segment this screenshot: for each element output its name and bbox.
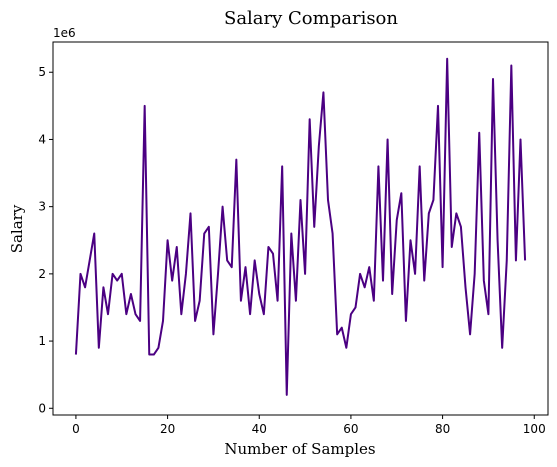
x-tick-label: 20	[160, 422, 175, 436]
plot-frame	[52, 41, 549, 416]
x-tick-label: 100	[523, 422, 546, 436]
x-tick-label: 60	[343, 422, 358, 436]
x-tick-label: 40	[252, 422, 267, 436]
x-axis: 0 20 40 60 80 100	[72, 415, 546, 436]
y-axis: 0 1 2 3 4 5	[38, 65, 53, 415]
x-axis-label: Number of Samples	[224, 440, 375, 458]
series-line-0	[74, 57, 527, 396]
y-tick-label: 5	[38, 65, 46, 79]
y-axis-label: Salary	[8, 204, 26, 253]
x-tick-label: 0	[72, 422, 80, 436]
y-tick-label: 2	[38, 267, 46, 281]
y-offset-label: 1e6	[53, 26, 76, 40]
y-tick-label: 1	[38, 334, 46, 348]
chart-title: Salary Comparison	[224, 8, 398, 29]
x-tick-label: 80	[435, 422, 450, 436]
y-tick-label: 3	[38, 200, 46, 214]
y-tick-label: 4	[38, 132, 46, 146]
plot-area	[74, 57, 527, 396]
y-tick-label: 0	[38, 401, 46, 415]
